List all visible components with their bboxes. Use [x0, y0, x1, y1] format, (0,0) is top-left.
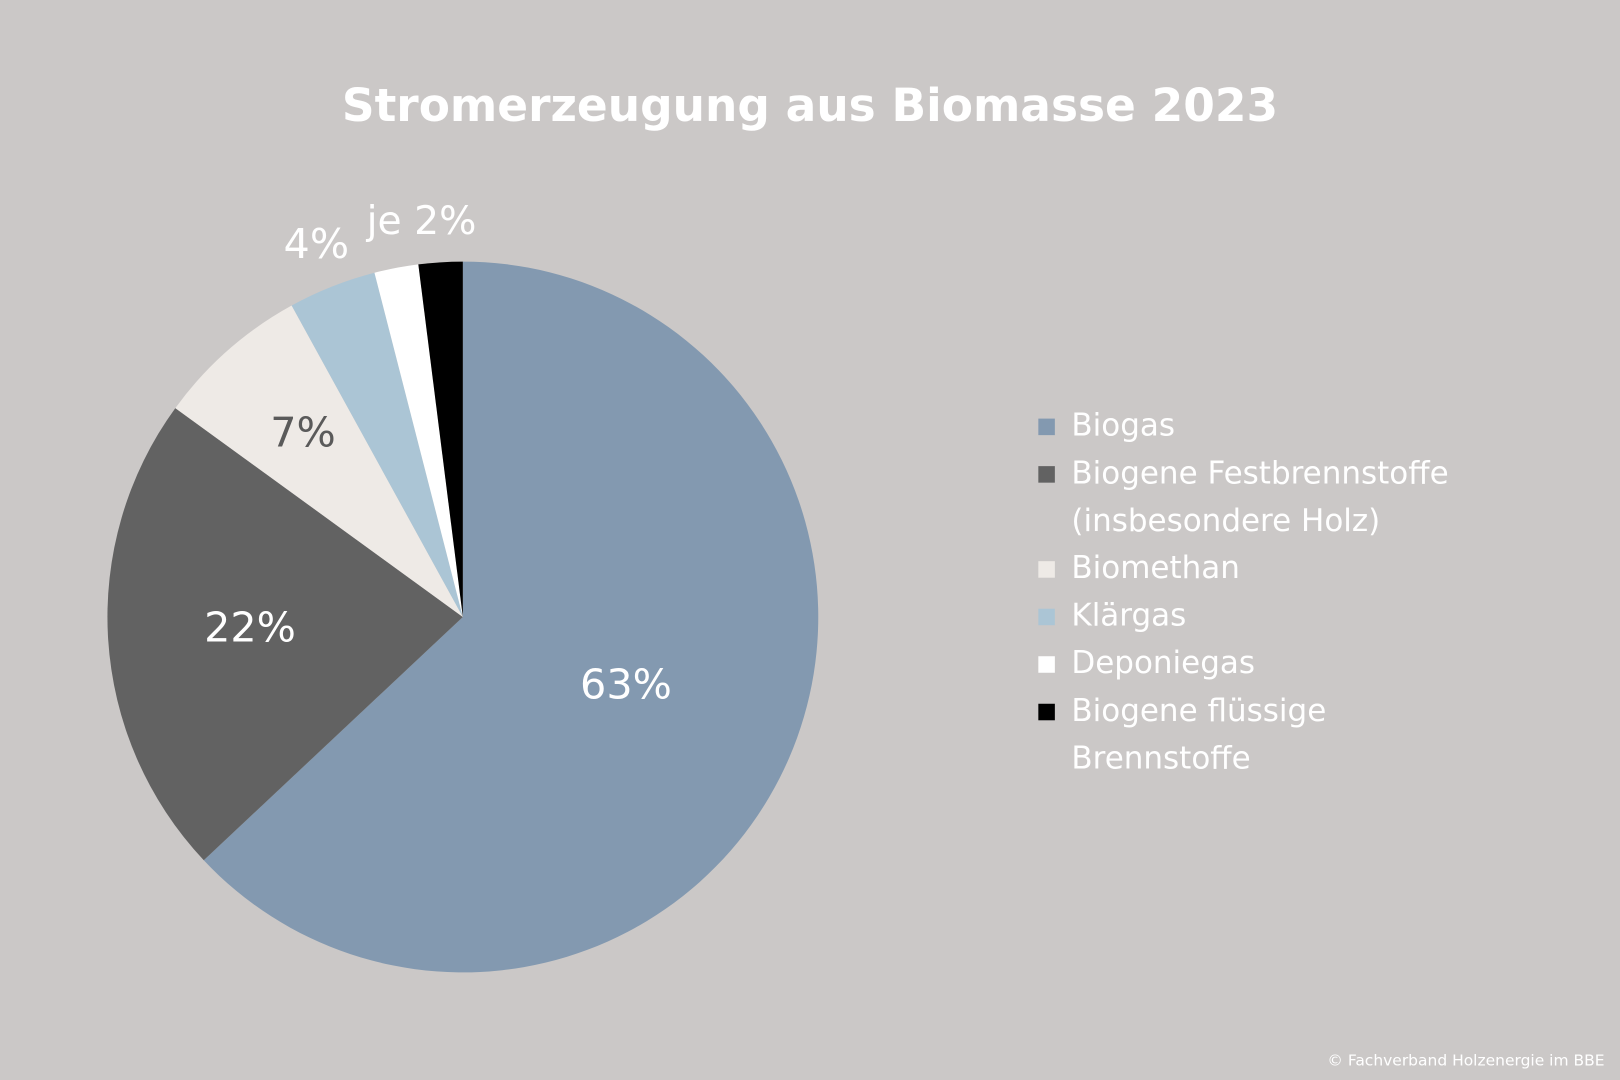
legend-label: Biomethan [1071, 550, 1239, 586]
pie-slice [291, 272, 463, 617]
data-label: 22% [204, 603, 296, 651]
pie-slice [175, 305, 463, 617]
chart-title: Stromerzeugung aus Biomasse 2023 [342, 79, 1278, 132]
legend-swatch [1038, 703, 1055, 721]
legend-swatch [1038, 466, 1055, 483]
pie-slice [203, 261, 819, 973]
pie-slice [107, 408, 463, 861]
source: © Fachverband Holzenergie im BBE [1327, 1052, 1604, 1070]
legend-swatch [1038, 418, 1055, 436]
legend-label: Biogas [1071, 407, 1175, 443]
legend-swatch [1038, 656, 1055, 673]
annotation: je 2% [366, 199, 477, 244]
legend-label: Deponiegas [1071, 645, 1255, 681]
legend-label: Biogene Festbrennstoffe (insbesondere Hol… [1071, 455, 1448, 539]
data-label: 63% [580, 661, 672, 709]
legend-label: Biogene flüssige Brennstoffe [1071, 693, 1326, 777]
pie-slice [418, 261, 463, 617]
data-label: 7% [270, 409, 336, 457]
data-label: 4% [284, 220, 350, 268]
legend-label: Klärgas [1071, 597, 1186, 633]
legend-swatch [1038, 608, 1055, 626]
pie-slice [374, 264, 463, 617]
legend-swatch [1038, 561, 1055, 578]
